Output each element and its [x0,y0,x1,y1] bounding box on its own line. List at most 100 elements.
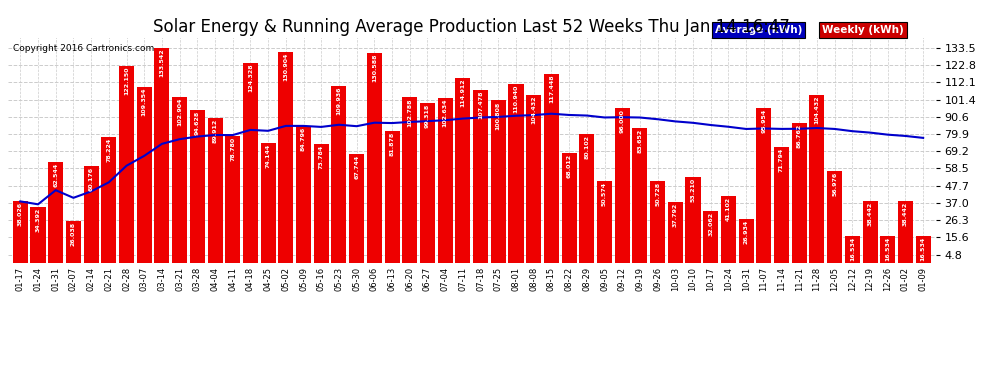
Bar [916,236,931,262]
Text: 95.954: 95.954 [761,109,766,134]
Bar [208,118,223,262]
Bar [473,90,488,262]
Bar [615,108,630,262]
Text: 102.788: 102.788 [407,98,412,127]
Text: 117.448: 117.448 [548,75,553,103]
Text: 99.318: 99.318 [425,104,430,128]
Bar [703,211,719,262]
Bar [296,126,311,262]
Bar [278,52,293,262]
Bar [685,177,701,262]
Text: 81.878: 81.878 [390,132,395,156]
Bar [190,110,205,262]
Text: 53.210: 53.210 [690,178,696,202]
Bar [810,94,825,262]
Text: 74.144: 74.144 [265,144,270,168]
Text: 73.784: 73.784 [319,145,324,169]
Text: Copyright 2016 Cartronics.com: Copyright 2016 Cartronics.com [13,44,153,53]
Text: 130.588: 130.588 [372,53,377,82]
Bar [774,147,789,262]
Bar [66,220,81,262]
Bar [668,202,683,262]
Bar [491,100,506,262]
Text: 89.912: 89.912 [213,119,218,143]
Bar [384,131,400,262]
Bar [314,144,329,262]
Text: Average (kWh): Average (kWh) [715,25,802,35]
Text: 16.534: 16.534 [885,237,890,261]
Bar [101,137,117,262]
Text: 50.728: 50.728 [655,182,660,206]
Bar [898,201,913,262]
Text: Weekly (kWh): Weekly (kWh) [823,25,904,35]
Text: 94.628: 94.628 [195,111,200,135]
Bar [597,181,612,262]
Bar [862,201,877,262]
Text: 78.224: 78.224 [106,138,111,162]
Text: 122.150: 122.150 [124,67,129,96]
Bar [83,166,99,262]
Bar [827,171,842,262]
Bar [332,86,346,262]
Bar [13,201,28,262]
Text: 104.432: 104.432 [815,96,820,124]
Bar [756,108,771,262]
Title: Solar Energy & Running Average Production Last 52 Weeks Thu Jan 14 16:47: Solar Energy & Running Average Productio… [153,18,790,36]
Bar [31,207,46,262]
Bar [402,97,418,262]
Text: 83.652: 83.652 [638,129,643,153]
Text: 62.544: 62.544 [53,163,58,187]
Text: 109.354: 109.354 [142,87,147,116]
Bar [225,136,241,262]
Bar [792,123,807,262]
Bar [633,128,647,262]
Text: 34.392: 34.392 [36,208,41,232]
Text: 124.328: 124.328 [248,63,253,92]
Bar [243,63,258,262]
Text: 96.000: 96.000 [620,109,625,133]
Text: 114.912: 114.912 [460,79,465,107]
Text: 133.542: 133.542 [159,49,164,77]
Text: 71.794: 71.794 [779,148,784,172]
Bar [880,236,895,262]
Bar [526,94,542,262]
Text: 37.792: 37.792 [673,202,678,227]
Text: 86.762: 86.762 [797,124,802,148]
Bar [579,134,594,262]
Text: 38.442: 38.442 [867,201,872,226]
Bar [739,219,753,262]
Bar [420,103,435,262]
Text: 26.038: 26.038 [71,222,76,246]
Bar [650,181,665,262]
Text: 68.012: 68.012 [566,154,571,178]
Bar [509,84,524,262]
Text: 60.176: 60.176 [89,166,94,191]
Text: 16.534: 16.534 [849,237,854,261]
Text: 104.432: 104.432 [532,96,537,124]
Text: 38.442: 38.442 [903,201,908,226]
Text: 41.102: 41.102 [726,197,731,221]
Bar [455,78,470,262]
Text: 80.102: 80.102 [584,135,589,159]
Bar [367,53,382,262]
Bar [721,196,736,262]
Bar [119,66,134,262]
Bar [349,154,364,262]
Text: 67.744: 67.744 [354,154,359,178]
Text: 130.904: 130.904 [283,53,288,81]
Text: 78.780: 78.780 [231,137,236,161]
Text: 84.796: 84.796 [301,127,306,151]
Text: 16.534: 16.534 [921,237,926,261]
Text: 102.904: 102.904 [177,98,182,126]
Bar [49,162,63,262]
Text: 107.478: 107.478 [478,91,483,119]
Text: 26.934: 26.934 [743,220,748,244]
Text: 32.062: 32.062 [708,212,713,236]
Bar [137,87,151,262]
Bar [561,153,576,262]
Text: 100.808: 100.808 [496,101,501,129]
Text: 50.574: 50.574 [602,182,607,206]
Text: 38.026: 38.026 [18,202,23,226]
Bar [172,97,187,262]
Bar [544,74,559,262]
